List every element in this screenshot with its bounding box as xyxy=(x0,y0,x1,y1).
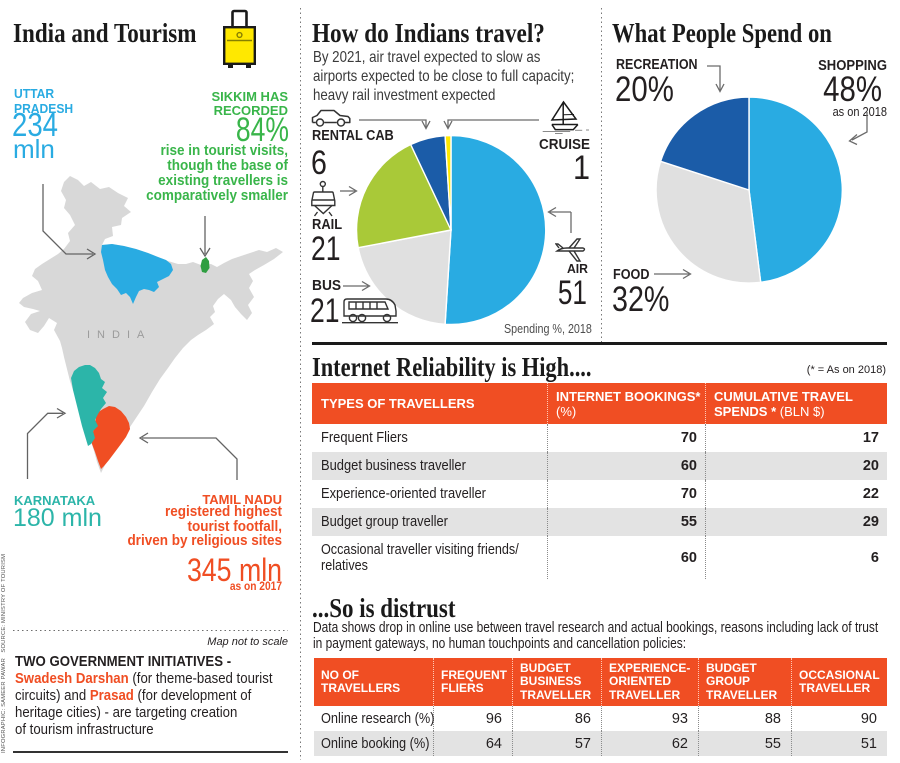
svg-text:INDIA: INDIA xyxy=(87,329,151,341)
